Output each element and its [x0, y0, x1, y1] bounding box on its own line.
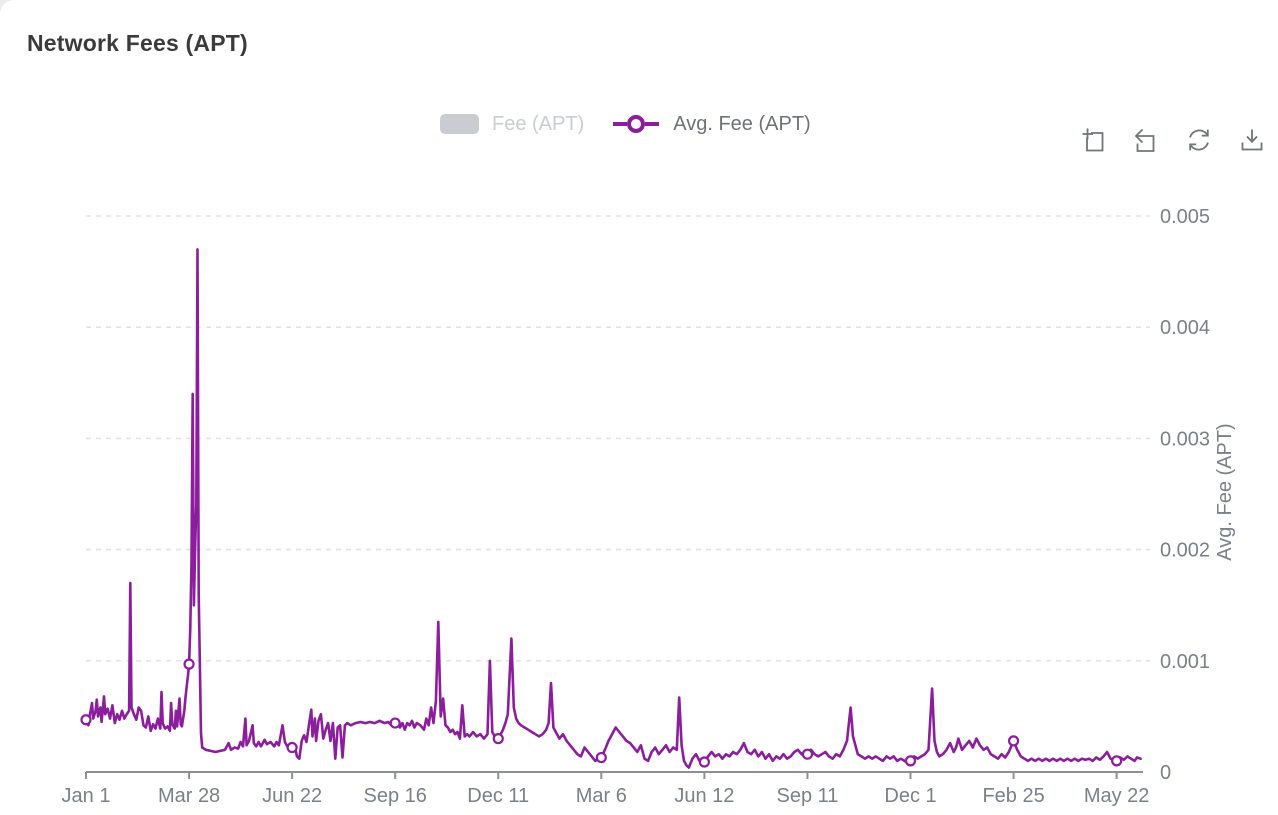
refresh-button[interactable] [1185, 126, 1213, 154]
legend-item-avg-fee[interactable]: Avg. Fee (APT) [612, 110, 811, 138]
svg-text:Avg. Fee (APT): Avg. Fee (APT) [1214, 423, 1236, 560]
svg-text:0.003: 0.003 [1160, 428, 1210, 450]
legend-label-avg-fee: Avg. Fee (APT) [673, 113, 811, 135]
svg-text:0.005: 0.005 [1160, 206, 1210, 228]
zoom-reset-button[interactable] [1132, 126, 1160, 154]
page-title: Network Fees (APT) [27, 30, 248, 56]
line-series-marker-icon [612, 114, 660, 134]
svg-text:0.001: 0.001 [1160, 651, 1210, 673]
legend-label-fee: Fee (APT) [492, 113, 585, 135]
svg-text:Jun 22: Jun 22 [262, 785, 322, 807]
svg-text:Dec 1: Dec 1 [884, 785, 936, 807]
zoom-select-icon [1082, 128, 1104, 152]
svg-text:Sep 11: Sep 11 [776, 785, 838, 807]
svg-text:Mar 28: Mar 28 [158, 785, 220, 807]
download-icon [1241, 129, 1263, 151]
svg-text:May 22: May 22 [1084, 785, 1150, 807]
svg-text:0: 0 [1160, 762, 1171, 784]
svg-text:Sep 16: Sep 16 [363, 785, 426, 807]
chart-toolbar [1079, 126, 1266, 154]
svg-text:Mar 6: Mar 6 [576, 785, 627, 807]
zoom-select-button[interactable] [1079, 126, 1107, 154]
bar-series-swatch-icon [440, 114, 479, 134]
refresh-icon [1189, 129, 1209, 151]
legend: Fee (APT) Avg. Fee (APT) [440, 110, 811, 138]
zoom-reset-icon [1134, 128, 1155, 152]
svg-text:Feb 25: Feb 25 [982, 785, 1044, 807]
legend-item-fee[interactable]: Fee (APT) [440, 110, 584, 138]
download-button[interactable] [1238, 126, 1266, 154]
svg-text:0.004: 0.004 [1160, 317, 1210, 339]
svg-text:Jan 1: Jan 1 [62, 785, 111, 807]
svg-text:Dec 11: Dec 11 [467, 785, 529, 807]
svg-text:Jun 12: Jun 12 [674, 785, 734, 807]
svg-text:0.002: 0.002 [1160, 540, 1210, 562]
